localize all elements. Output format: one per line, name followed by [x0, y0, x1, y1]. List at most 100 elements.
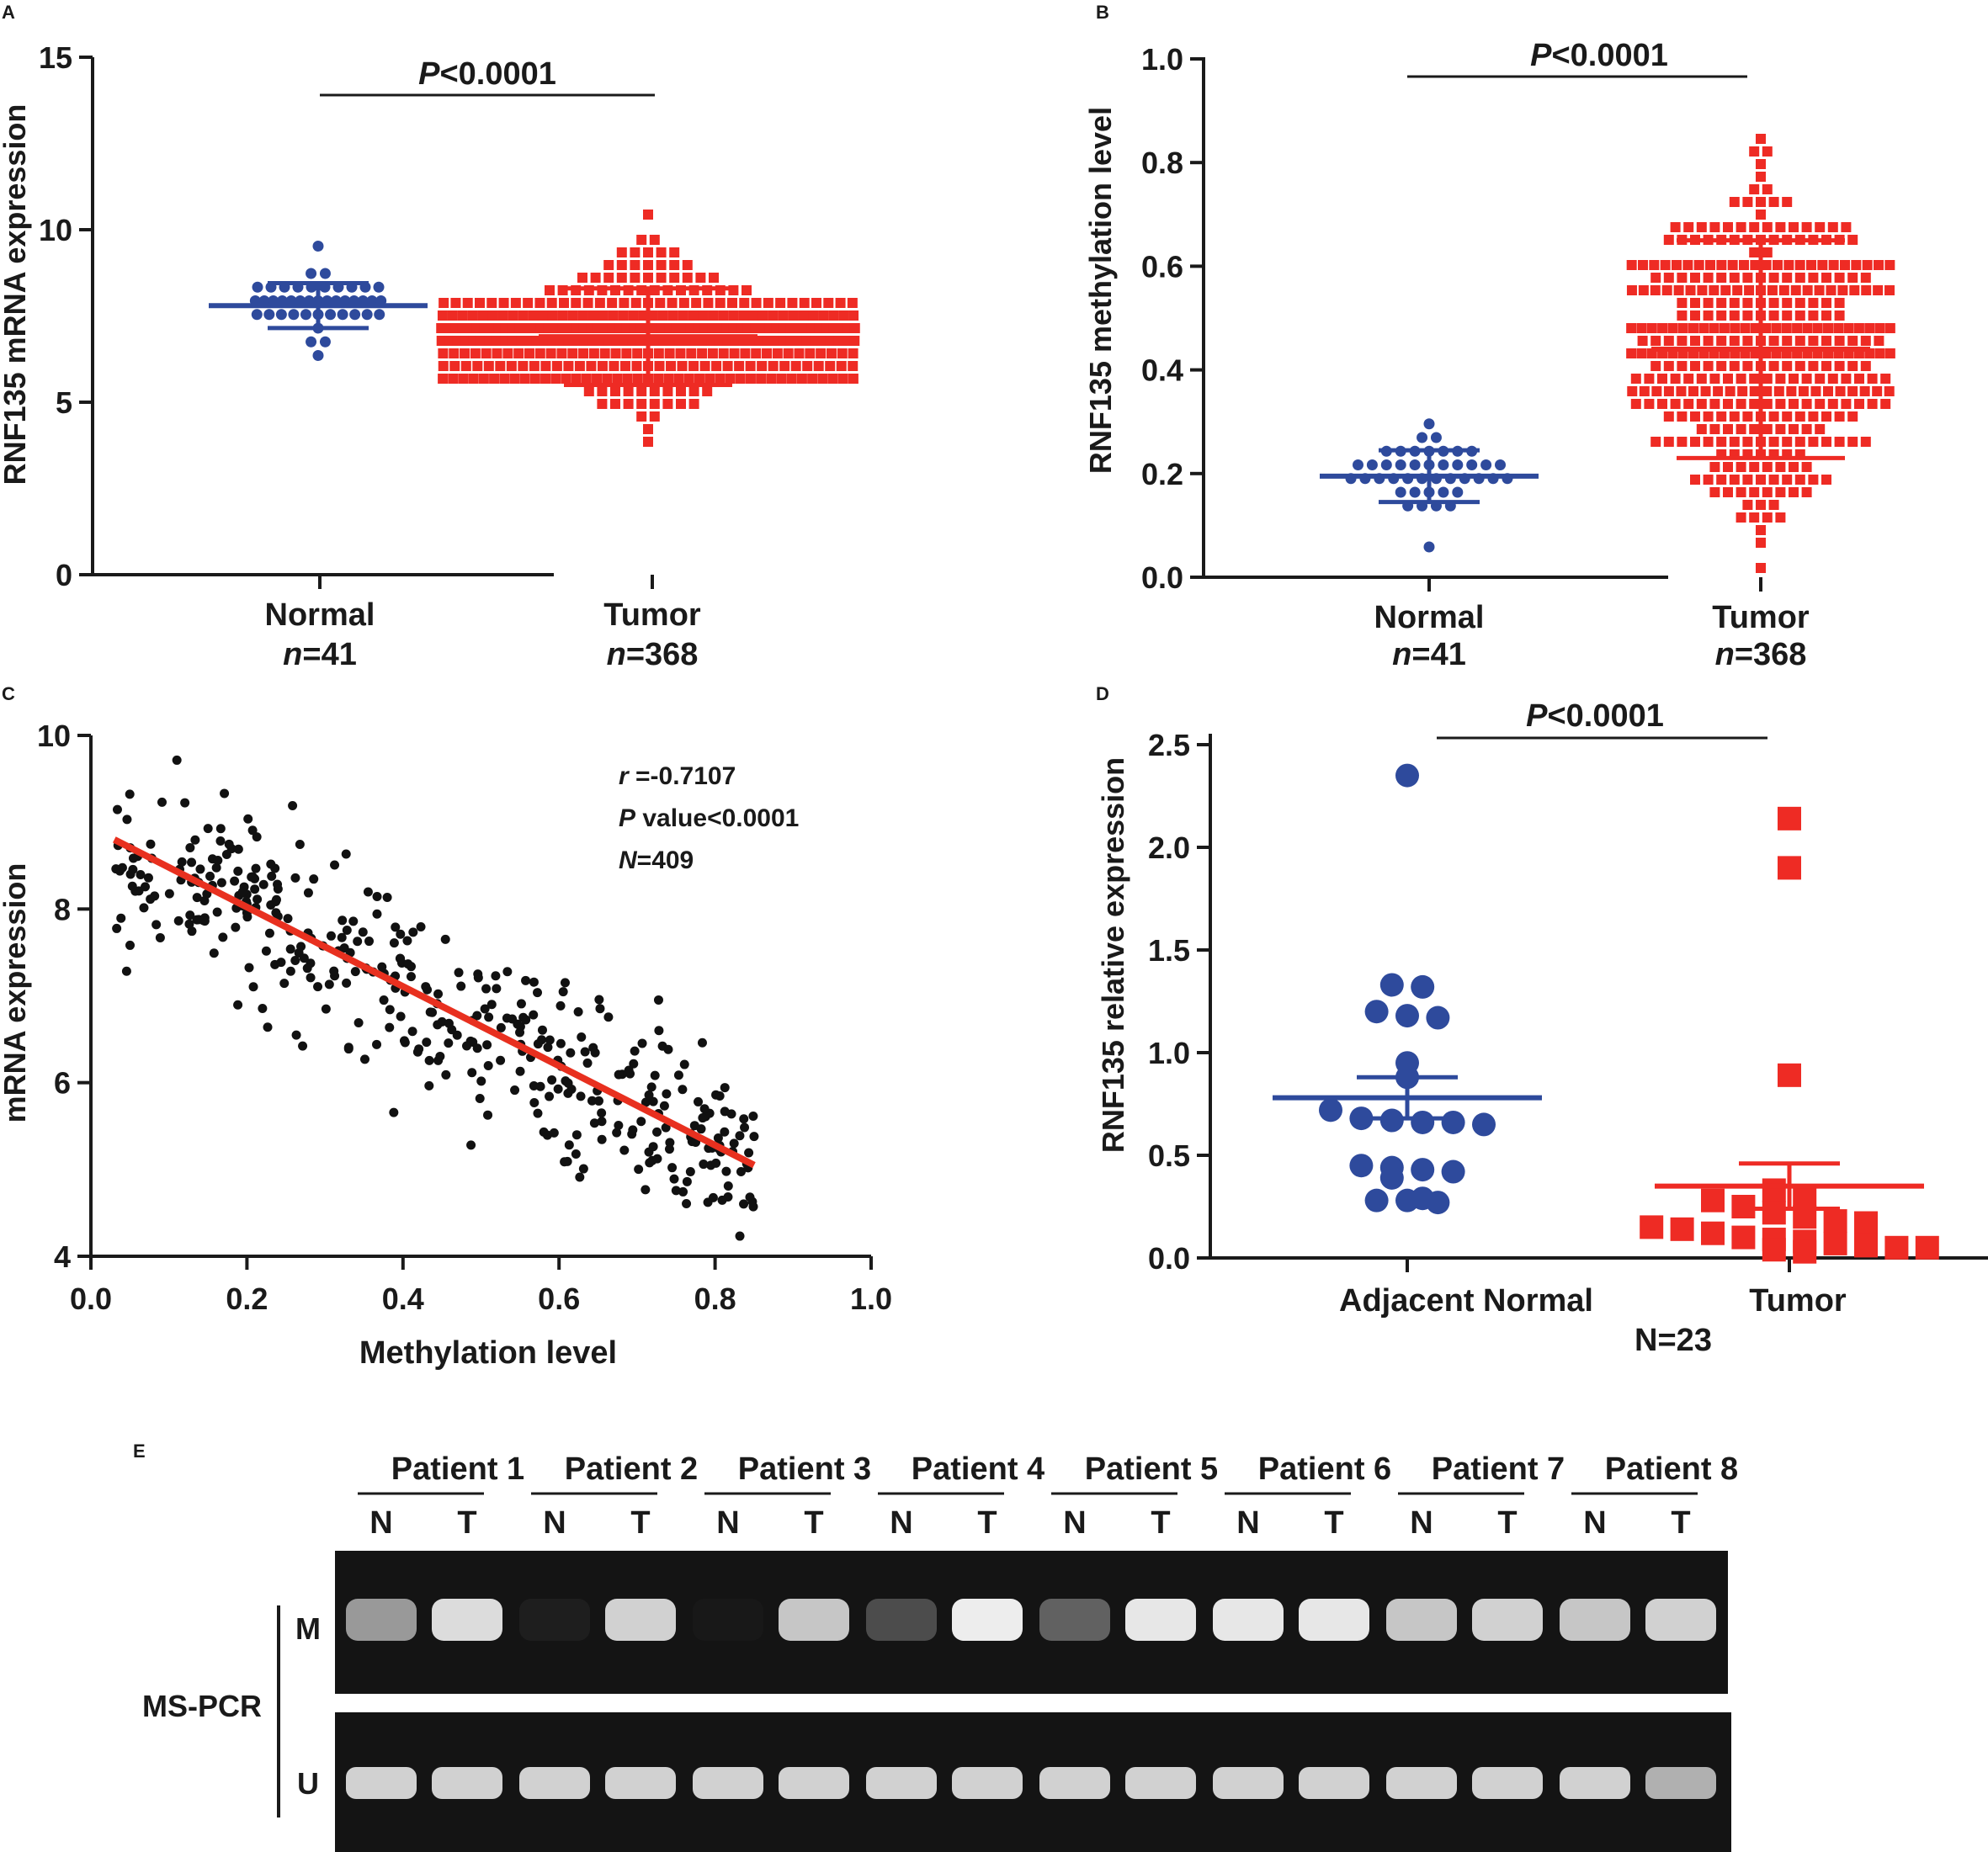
panel-b-tumor-point	[1808, 336, 1819, 346]
panel-c-point	[571, 1149, 581, 1159]
panel-b-tumor-point	[1841, 374, 1852, 384]
panel-a-tumor-point	[492, 336, 502, 346]
panel-a-tumor-point	[529, 374, 540, 384]
panel-a-tumor-point	[567, 348, 578, 358]
panel-b-tumor-point	[1884, 386, 1895, 396]
gel-row-label-m: M	[295, 1611, 321, 1646]
panel-c-point	[472, 1043, 482, 1053]
gel-patient-label: Patient 5	[1085, 1451, 1218, 1487]
panel-c-point	[330, 860, 340, 870]
panel-b-tumor-point	[1756, 563, 1766, 573]
panel-b-tumor-point	[1650, 336, 1661, 346]
panel-a-tumor-point	[798, 310, 809, 321]
panel-b-tumor-point	[1778, 285, 1789, 295]
panel-b-tumor-point	[1841, 399, 1852, 409]
panel-b-tumor-point	[1874, 348, 1885, 358]
panel-c-point	[266, 859, 276, 869]
panel-a-tumor-point	[833, 336, 844, 346]
panel-b-tumor-point	[1716, 475, 1727, 485]
panel-a-tumor-point	[483, 361, 494, 371]
gel-u-band	[693, 1767, 763, 1799]
panel-d-normal-point	[1411, 1110, 1435, 1134]
panel-b-tumor-point	[1742, 500, 1753, 510]
panel-a-tumor-point	[695, 273, 706, 283]
panel-a-ylabel: RNF135 mRNA expression	[0, 104, 32, 486]
panel-c-point	[713, 1133, 723, 1143]
panel-b-tumor-point	[1801, 374, 1812, 384]
panel-b-tumor-point	[1827, 399, 1838, 409]
panel-b-tumor-point	[1660, 260, 1671, 270]
panel-c-point	[258, 1004, 268, 1014]
panel-b-tumor-point	[1670, 374, 1681, 384]
panel-c-point	[466, 1140, 476, 1150]
panel-c-point	[678, 1186, 688, 1197]
panel-a-tumor-point	[667, 298, 678, 308]
panel-b-tumor-point	[1650, 273, 1661, 283]
panel-a-tumor-point	[524, 336, 534, 346]
panel-c-point	[648, 1096, 658, 1106]
panel-b-tumor-point	[1808, 310, 1819, 321]
panel-d-tumor-point	[1701, 1188, 1725, 1213]
gel-u-band	[779, 1767, 849, 1799]
panel-a-tumor-point	[502, 348, 513, 358]
panel-a-normal-point	[275, 309, 287, 321]
panel-b-tumor-point	[1736, 487, 1746, 497]
panel-b-tumor-point	[1756, 475, 1766, 485]
panel-b-tumor-point	[1794, 361, 1805, 371]
panel-a-tumor-point	[808, 310, 819, 321]
panel-b-tumor-point	[1762, 184, 1773, 194]
panel-a-tumor-point	[632, 374, 643, 384]
panel-b-tumor-point	[1736, 512, 1746, 523]
gel-m-band	[693, 1599, 763, 1641]
panel-a-tumor-point	[476, 336, 486, 346]
panel-a-tumor-point	[567, 310, 578, 321]
panel-c-point	[682, 1199, 692, 1209]
panel-a-tumor-point	[619, 361, 630, 371]
panel-a-tumor-point	[545, 285, 555, 295]
panel-c-point	[484, 1012, 494, 1022]
panel-b-normal-point	[1466, 459, 1478, 470]
panel-b-tumor-point	[1670, 399, 1681, 409]
panel-a-tumor-point	[828, 310, 839, 321]
panel-b-tumor-point	[1709, 399, 1720, 409]
panel-c-point	[533, 1108, 543, 1118]
panel-a-tumor-point	[519, 374, 530, 384]
panel-d-tumor-point	[1793, 1239, 1817, 1264]
panel-b-tumor-point	[1703, 437, 1714, 447]
panel-a-tumor-point	[835, 298, 846, 308]
panel-b-normal-point	[1430, 432, 1442, 443]
panel-a-group-tumor-label: Tumor	[603, 597, 701, 633]
panel-d-group-tumor-label: Tumor	[1749, 1283, 1847, 1319]
panel-a-tumor-point	[586, 361, 597, 371]
panel-b-tumor-point	[1650, 437, 1661, 447]
panel-d-normal-point	[1395, 763, 1419, 788]
panel-c-point	[625, 1069, 635, 1079]
panel-a-tumor-point	[643, 260, 653, 270]
panel-b-tumor-point	[1756, 210, 1766, 220]
panel-a-tumor-point	[707, 348, 718, 358]
panel-a-normal-point	[312, 241, 324, 252]
panel-b-tumor-point	[1657, 323, 1668, 333]
panel-b-normal-point	[1380, 459, 1392, 470]
panel-b-normal-point	[1452, 459, 1464, 470]
panel-b-tumor-point	[1806, 260, 1816, 270]
panel-a-tumor-point	[647, 310, 658, 321]
panel-c-point	[711, 1158, 721, 1168]
panel-a-tumor-point	[837, 348, 848, 358]
panel-a-tumor-point	[529, 361, 540, 371]
panel-c-point	[652, 1127, 662, 1137]
gel-u-band	[1299, 1767, 1369, 1799]
panel-b-tumor-point	[1690, 437, 1700, 447]
panel-c-point	[461, 1041, 471, 1051]
panel-c-point	[650, 1070, 660, 1080]
panel-c-point	[136, 869, 146, 879]
panel-b-tumor-point	[1837, 285, 1848, 295]
panel-a-tumor-point	[711, 361, 722, 371]
panel-a-tumor-point	[805, 348, 816, 358]
panel-c-point	[406, 972, 416, 982]
panel-c-point	[146, 894, 156, 905]
panel-b-tumor-point	[1690, 273, 1700, 283]
panel-c-point	[224, 839, 234, 849]
panel-c-point	[172, 755, 182, 765]
panel-c-point	[298, 1041, 308, 1051]
